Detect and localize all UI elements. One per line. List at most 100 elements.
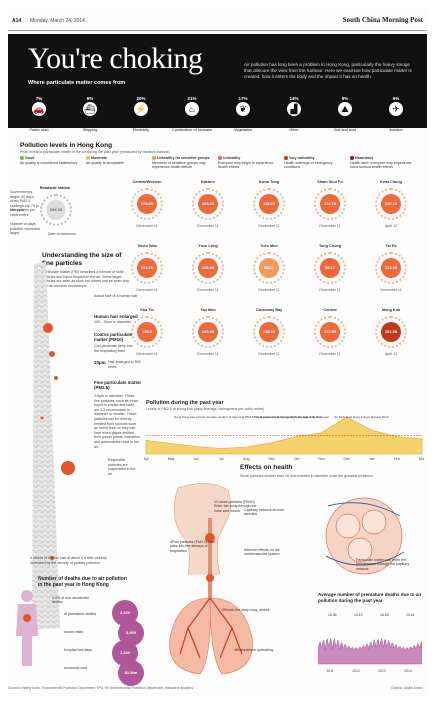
station-value: 122.99 — [320, 322, 340, 342]
coarse-particle-3 — [61, 461, 75, 475]
issue-date: Monday, March 24, 2014 — [30, 18, 85, 24]
human-figure — [16, 590, 38, 666]
coarse-note: Can penetrate deep into the respiratory … — [94, 344, 133, 353]
step-number: 4 — [234, 648, 236, 652]
deaths-side-note: 1.4% of non-accidental deaths — [52, 596, 89, 605]
step-number: 3 — [222, 608, 224, 612]
avg-x-label: 2013 — [378, 669, 386, 673]
station-date: December 11 — [197, 288, 219, 292]
body-illustration — [169, 483, 253, 675]
legend-label: Very unhealthy — [289, 156, 315, 160]
car-icon: 🚗 — [32, 102, 46, 116]
station-value: 108.09 — [137, 194, 157, 214]
health-step: 4Bloodstream spreading — [234, 648, 284, 652]
health-subtitle: Small particles smaller than 10 micromet… — [240, 474, 374, 478]
station-name: Tuen Mun — [260, 244, 278, 248]
chart-annotation: The Environmental Europe AQG average dai… — [254, 415, 322, 419]
x-tick-label: Nov — [318, 457, 325, 461]
levels-subtitle: Peak levels of particulate matter in the… — [20, 150, 170, 154]
station-card: Sha Tin 109.8 December 11 — [118, 308, 176, 374]
lung-note-blood: Particulate matter can enter the bloodst… — [356, 558, 410, 571]
station-name: Mong Kok — [381, 308, 401, 312]
newspaper-page: A14 Monday, March 24, 2014 South China M… — [8, 8, 427, 697]
avg-x-label: 2011 — [326, 669, 333, 673]
station-card: Causeway Bay 148.66 December 11 — [240, 308, 298, 374]
station-value: 106.04 — [198, 258, 218, 278]
station-name: Tap Mun — [200, 308, 216, 312]
pm25-area — [145, 416, 423, 455]
station-value: 134.98 — [381, 258, 401, 278]
peak-label: 14.13 — [354, 613, 363, 617]
coarse-head: Coarse particulate matter (PM10) — [94, 332, 133, 342]
x-tick-label: Jul — [219, 457, 224, 461]
station-name: Central/Western — [132, 180, 162, 184]
legend-swatch — [86, 156, 90, 161]
station-name: Kwai Chung — [380, 180, 402, 184]
station-card: Tung Chung 95.17 December 11 — [301, 244, 359, 310]
peak-label: 13.61 — [406, 613, 415, 617]
source-label: Shipping — [82, 128, 98, 132]
intro-text: Air pollution has long been a problem in… — [244, 62, 412, 79]
station-name: Kwun Tong — [258, 180, 280, 184]
source-label: Soil and dust — [334, 128, 356, 132]
footer-credit: Graphic: Adolfo Arranz — [391, 686, 423, 690]
station-name: Tung Chung — [318, 244, 342, 248]
x-tick-label: Mar — [419, 457, 424, 461]
x-tick-label: Jan — [369, 457, 375, 461]
station-date: December 11 — [136, 352, 158, 356]
station-card: Tai Po 134.98 December 11 — [362, 244, 420, 310]
x-tick-label: Feb — [394, 457, 400, 461]
chart-title: Pollution during the past year — [146, 400, 224, 406]
example-station: Roadside station XXX.XX Government's tar… — [10, 186, 90, 248]
particles-title: Understanding the size of fine particles — [42, 252, 122, 267]
x-tick-label: Oct — [294, 457, 300, 461]
source-percent: 6% — [392, 96, 400, 101]
station-name: Sha Tin — [140, 308, 154, 312]
legend-label: Moderate — [91, 156, 107, 160]
micro-head: 10μm — [94, 360, 106, 365]
station-ring — [314, 252, 346, 284]
alveolus-1 — [335, 513, 361, 539]
hair-enlarged-note: 100 - 70um in diameter — [94, 320, 131, 324]
station-ring — [131, 188, 163, 220]
station-date: December 11 — [319, 224, 341, 228]
legend-swatch — [20, 156, 24, 161]
station-card: Sham Shui Po 114.18 December 11 — [301, 180, 359, 246]
station-date: December 11 — [258, 352, 280, 356]
coarse-particle-2 — [49, 351, 55, 357]
x-tick-label: Jun — [193, 457, 199, 461]
station-value: 130.13 — [381, 194, 401, 214]
example-ring — [40, 194, 72, 226]
legend-text: Everyone may begin to experience health … — [218, 160, 274, 170]
example-note-units: Micrograms per cubic metre — [10, 208, 35, 217]
hair-enlarged-head: Human hair enlarged — [94, 314, 138, 319]
station-card: Mong Kok 151.88 April 13 — [362, 308, 420, 374]
particles-intro: Particulate matter (PM) describes a mixt… — [42, 270, 130, 288]
lung-note-cardio: Adverse effects on the cardiovascular sy… — [244, 548, 280, 557]
sources-subtitle: Where particulate matter comes from — [28, 80, 126, 86]
health-step: 3Reach the deep lung, alveoli — [222, 608, 272, 612]
source-percent: 9% — [341, 96, 349, 101]
step2-marker — [206, 574, 214, 582]
station-value: 102.76 — [137, 258, 157, 278]
health-step: 2Fine particles (PM2.5) Can pass into th… — [170, 540, 220, 553]
right-lung — [169, 597, 211, 675]
station-value: 140.09 — [198, 322, 218, 342]
source-percent: 17% — [238, 96, 248, 101]
step1-marker — [205, 533, 215, 543]
legend-text: Health warnings of emergency conditions — [284, 160, 333, 170]
power-icon: ⚡ — [134, 102, 148, 116]
station-date: December 11 — [258, 288, 280, 292]
legend-text: Air quality is acceptable — [86, 160, 124, 165]
death-stat-label: economic cost — [64, 666, 87, 670]
station-card: Eastern 104.41 December 11 — [179, 180, 237, 246]
x-tick-label: May — [168, 457, 175, 461]
station-ring — [375, 252, 407, 284]
hair-illustration — [32, 262, 75, 630]
alveolus-3 — [347, 537, 373, 563]
station-date: December 11 — [258, 224, 280, 228]
legend-item: Hazardous Health alert: everyone may expe… — [350, 156, 412, 170]
station-value: 104.41 — [198, 194, 218, 214]
station-value: 95.17 — [320, 258, 340, 278]
source-label: Public road — [29, 128, 49, 132]
